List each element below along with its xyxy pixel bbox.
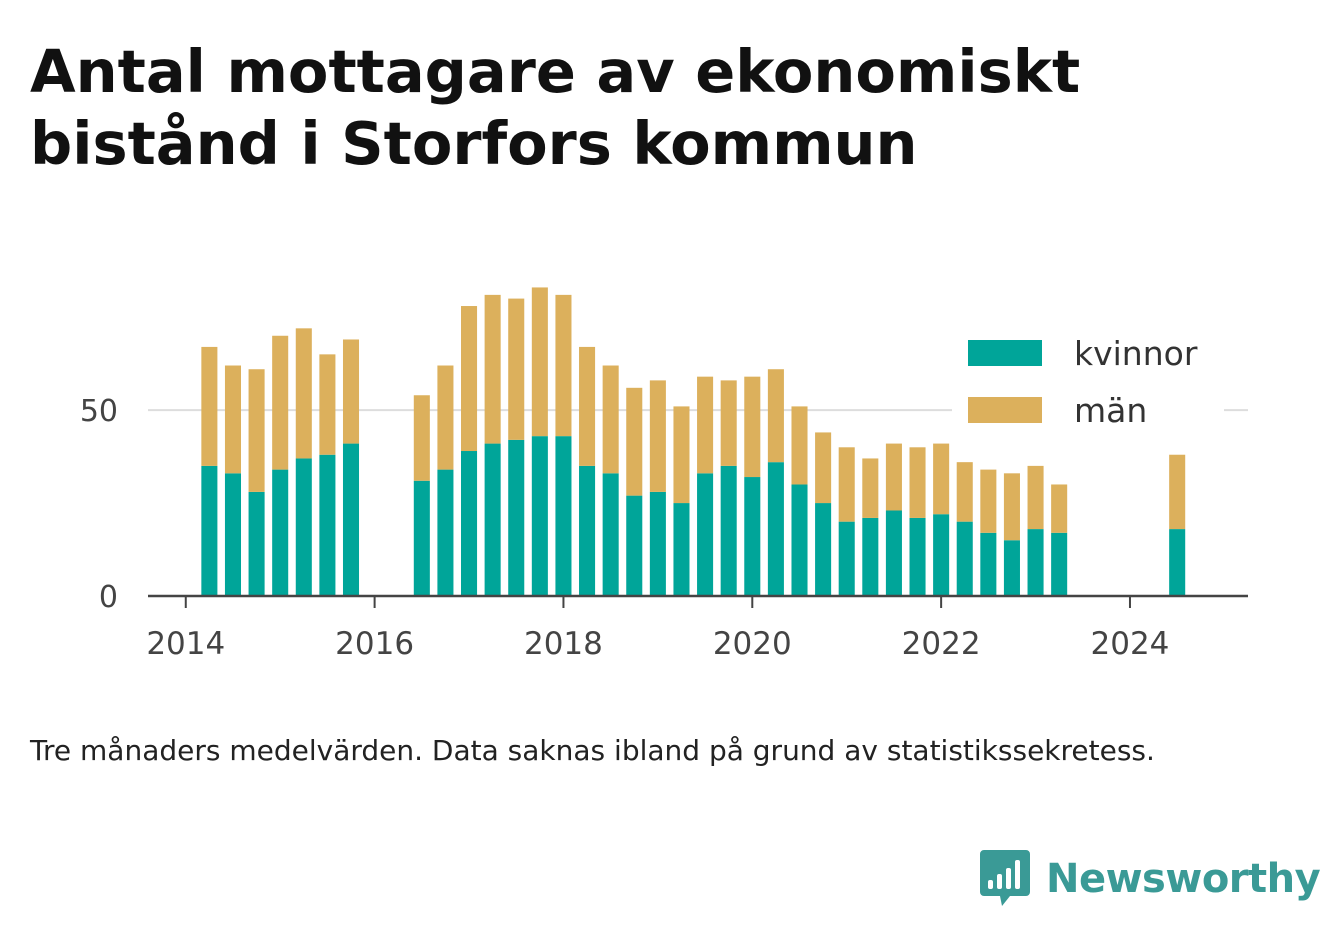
bar-män <box>791 406 808 485</box>
bar-män <box>437 365 454 470</box>
bar-kvinnor <box>531 436 548 596</box>
bar-män <box>673 406 690 504</box>
bar-kvinnor <box>295 458 312 596</box>
bar-män <box>1027 465 1044 530</box>
bar-kvinnor <box>767 462 784 596</box>
bar-kvinnor <box>744 477 761 596</box>
bar-män <box>815 432 832 504</box>
bar-män <box>224 365 242 474</box>
bar-män <box>602 365 619 474</box>
bar-män <box>744 376 761 478</box>
bar-män <box>697 376 714 474</box>
bar-chart-speech-bubble-icon <box>980 850 1030 906</box>
bar-män <box>579 346 596 466</box>
x-tick-label: 2016 <box>335 626 414 662</box>
bar-kvinnor <box>885 510 902 596</box>
bar-kvinnor <box>956 521 973 596</box>
bar-kvinnor <box>201 465 218 596</box>
bar-män <box>319 354 336 455</box>
bar-kvinnor <box>319 454 336 596</box>
bar-kvinnor <box>461 451 478 596</box>
bar-kvinnor <box>248 491 265 596</box>
bar-kvinnor <box>555 436 572 596</box>
bar-män <box>838 447 855 522</box>
bar-män <box>272 335 289 470</box>
bar-män <box>720 380 737 466</box>
bar-kvinnor <box>484 443 501 596</box>
bar-kvinnor <box>838 521 855 596</box>
bar-män <box>885 443 902 511</box>
bar-män <box>531 287 548 437</box>
bar-män <box>508 298 525 440</box>
bar-chart: kvinnor män 2014 2016 2018 2020 2022 2024 0 50 <box>80 287 1248 662</box>
bar-män <box>767 369 784 463</box>
bar-män <box>413 395 430 481</box>
bar-kvinnor <box>649 491 666 596</box>
y-axis: 0 50 <box>80 394 118 615</box>
bar-kvinnor <box>909 517 926 596</box>
x-tick-label: 2018 <box>524 626 603 662</box>
y-tick-label: 0 <box>99 580 118 615</box>
bar-män <box>626 387 643 496</box>
chart-title: Antal mottagare av ekonomiskt bistånd i … <box>30 37 1081 178</box>
bar-kvinnor <box>602 473 619 596</box>
bar-män <box>342 339 360 444</box>
bar-kvinnor <box>980 532 997 596</box>
brand[interactable]: Newsworthy <box>980 850 1321 908</box>
legend-label-män: män <box>1074 391 1147 430</box>
legend-label-kvinnor: kvinnor <box>1074 334 1198 373</box>
bar-män <box>555 294 572 437</box>
bar-kvinnor <box>272 469 289 596</box>
bar-kvinnor <box>579 465 596 596</box>
bar-män <box>649 380 666 492</box>
bar-män <box>295 328 312 459</box>
brand-name: Newsworthy <box>1046 856 1321 902</box>
bar-kvinnor <box>862 517 879 596</box>
bar-män <box>933 443 950 515</box>
bar-kvinnor <box>1003 540 1020 596</box>
bar-kvinnor <box>791 484 808 596</box>
bar-kvinnor <box>437 469 454 596</box>
y-tick-label: 50 <box>80 394 118 429</box>
bar-kvinnor <box>342 443 360 596</box>
bar-kvinnor <box>1051 532 1068 596</box>
bar-kvinnor <box>933 514 950 596</box>
bar-kvinnor <box>1027 529 1044 596</box>
x-tick-label: 2020 <box>713 626 792 662</box>
bar-män <box>862 458 879 518</box>
bar-kvinnor <box>224 473 242 596</box>
bar-kvinnor <box>815 503 832 596</box>
bar-män <box>484 294 501 444</box>
bar-kvinnor <box>720 465 737 596</box>
bar-kvinnor <box>508 439 525 596</box>
bar-män <box>980 469 997 533</box>
footnote: Tre månaders medelvärden. Data saknas ib… <box>30 734 1155 767</box>
bar-män <box>201 346 218 466</box>
bar-män <box>1051 484 1068 533</box>
bar-män <box>956 462 973 522</box>
bar-män <box>248 369 265 492</box>
legend-swatch-kvinnor <box>968 340 1042 366</box>
bar-kvinnor <box>673 503 690 596</box>
x-axis: 2014 2016 2018 2020 2022 2024 <box>146 594 1248 662</box>
bar-kvinnor <box>626 495 643 596</box>
x-tick-label: 2014 <box>146 626 225 662</box>
bar-kvinnor <box>697 473 714 596</box>
bar-män <box>1169 454 1186 530</box>
bar-män <box>909 447 926 518</box>
bar-kvinnor <box>1169 529 1186 596</box>
bar-män <box>1003 473 1020 541</box>
bar-män <box>461 306 478 452</box>
legend-swatch-män <box>968 397 1042 423</box>
bars-layer <box>201 287 1186 596</box>
x-tick-label: 2024 <box>1091 626 1170 662</box>
x-tick-label: 2022 <box>902 626 981 662</box>
legend: kvinnor män <box>952 328 1224 448</box>
bar-kvinnor <box>413 480 430 596</box>
